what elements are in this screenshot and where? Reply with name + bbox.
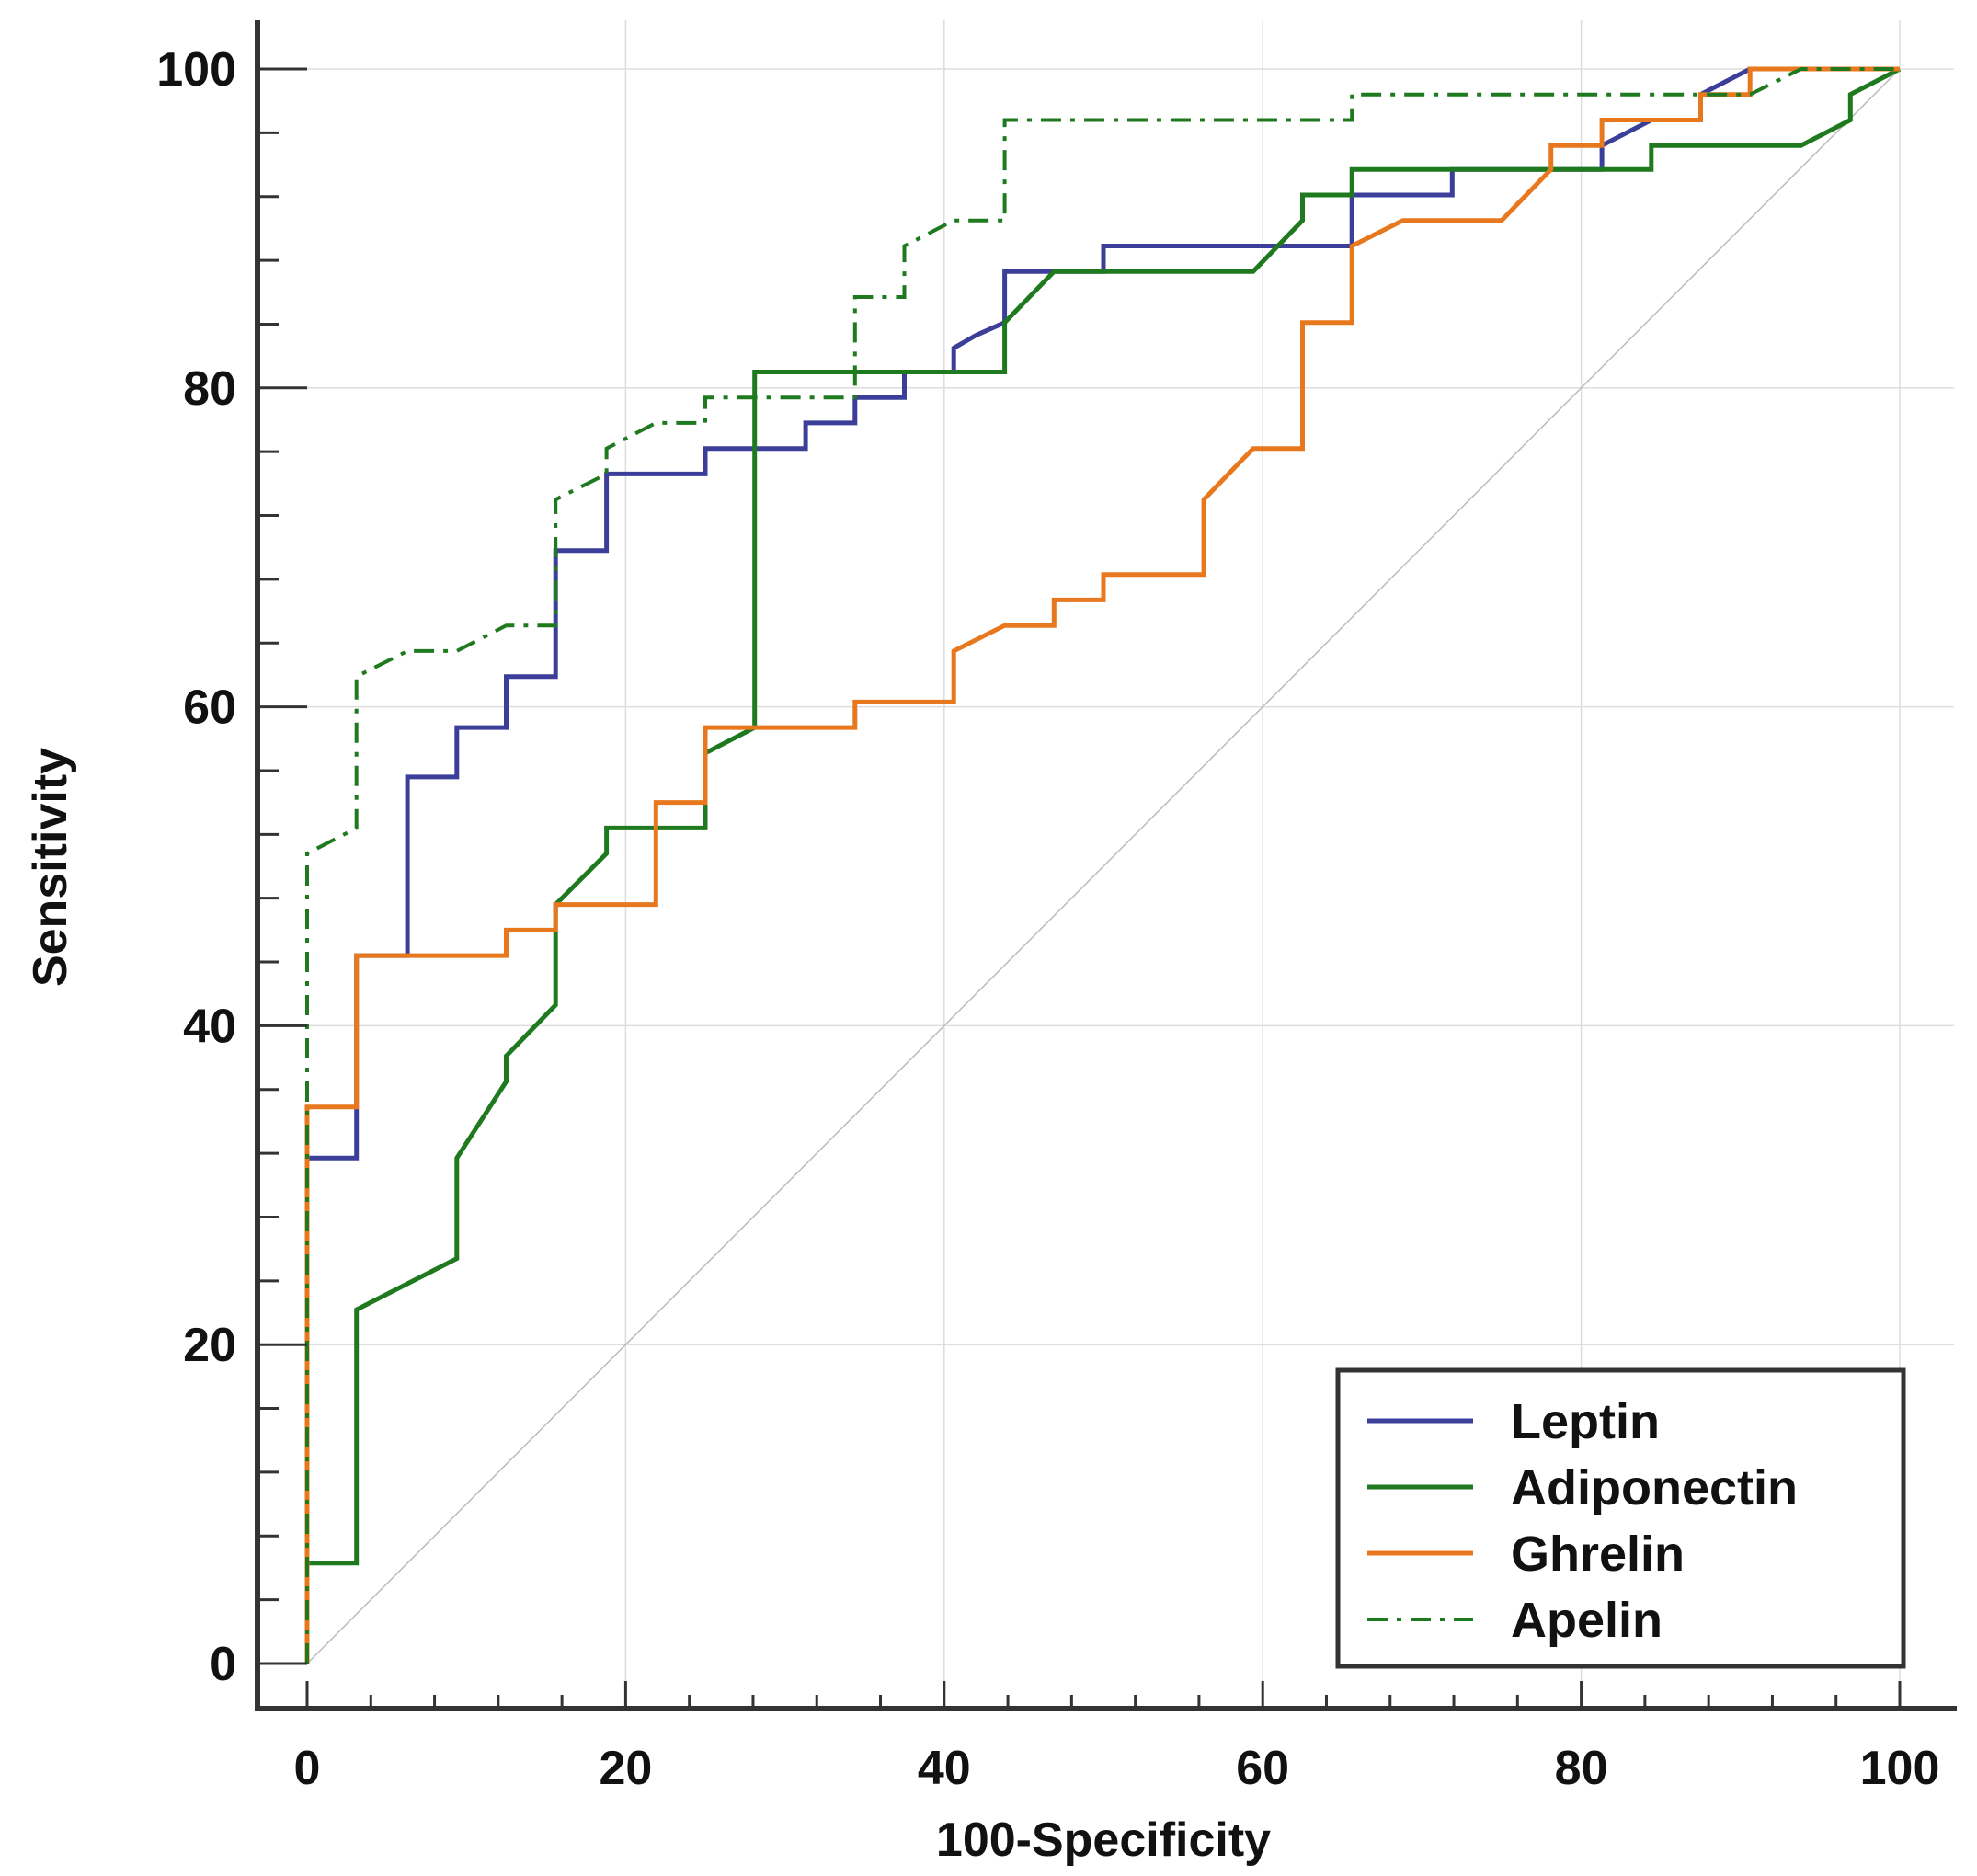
y-tick-labels: 0 20 40 60 80 100 [156,43,236,1691]
y-tick-label: 80 [183,362,236,416]
series-line-ghrelin [304,66,1900,1664]
y-tick-label: 100 [156,43,236,97]
legend-label-leptin: Leptin [1511,1394,1660,1449]
series-line-apelin [305,67,1900,1664]
x-tick-label: 20 [599,1742,652,1795]
axes [255,20,1957,1711]
legend-label-apelin: Apelin [1511,1593,1663,1648]
legend-label-adiponectin: Adiponectin [1511,1460,1798,1516]
legend-label-ghrelin: Ghrelin [1511,1527,1685,1582]
y-axis-title: Sensitivity [24,748,77,987]
x-tick-label: 0 [294,1742,321,1795]
grid-lines [257,20,1954,1709]
x-tick-labels: 0 20 40 60 80 100 [294,1742,1940,1795]
series-line-adiponectin [304,66,1902,1664]
series-lines [304,66,1902,1664]
x-tick-label: 80 [1555,1742,1608,1795]
x-axis-title: 100-Specificity [936,1813,1271,1867]
x-tick-label: 40 [918,1742,971,1795]
x-tick-label: 60 [1236,1742,1289,1795]
reference-diagonal-line [306,68,1901,1664]
y-tick-label: 0 [210,1638,236,1691]
y-tick-label: 60 [183,681,236,735]
y-tick-label: 20 [183,1319,236,1372]
x-tick-label: 100 [1860,1742,1940,1795]
legend-entries: Leptin Adiponectin Ghrelin Apelin [1367,1394,1798,1648]
y-tick-label: 40 [183,1000,236,1053]
legend: Leptin Adiponectin Ghrelin Apelin [1335,1367,1906,1669]
